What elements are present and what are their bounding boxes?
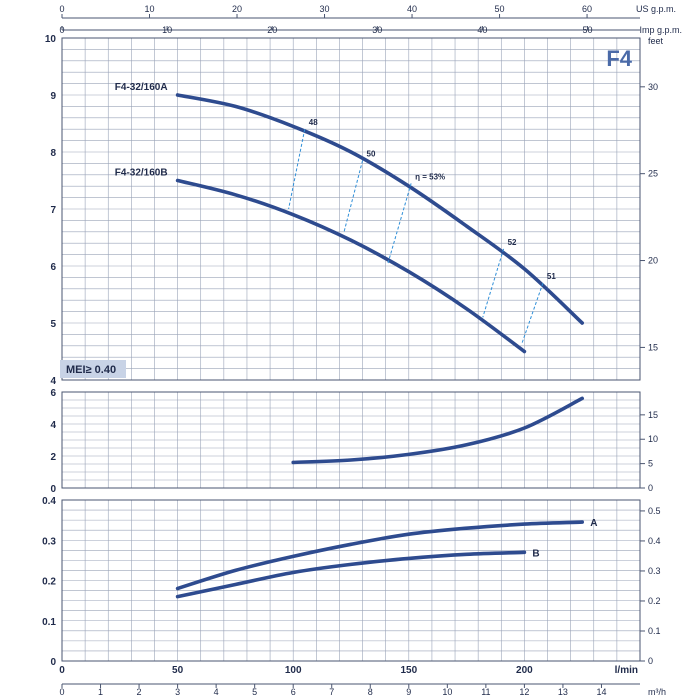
- efficiency-line: [387, 183, 412, 264]
- curves-layer: [175, 93, 584, 599]
- x-tick-label-lpm: 0: [59, 665, 65, 676]
- x-tick-label-m3h: 5: [252, 687, 257, 697]
- right-tick-label: 15: [648, 410, 658, 420]
- right-tick-label: 0.4: [648, 536, 661, 546]
- right-tick-label: 15: [648, 342, 658, 352]
- efficiency-line: [288, 129, 306, 210]
- y-tick-label: 7: [50, 205, 56, 216]
- series-label: F4-32/160A: [115, 82, 168, 93]
- series-label: A: [590, 518, 597, 529]
- efficiency-label: η = 53%: [415, 172, 445, 181]
- right-tick-label: 25: [648, 169, 658, 179]
- mei-badge: [60, 360, 126, 378]
- x-tick-label-impgpm: 30: [372, 25, 382, 35]
- x-tick-label-m3h: 9: [406, 687, 411, 697]
- model-tag: F4: [606, 46, 632, 71]
- x-tick-label-usgpm: 50: [495, 4, 505, 14]
- panel-frame: [61, 499, 641, 662]
- power-curve-1: [175, 520, 584, 591]
- power-curve-2: [175, 550, 527, 599]
- x-tick-label-impgpm: 40: [477, 25, 487, 35]
- right-tick-label: 0.2: [648, 596, 661, 606]
- y-tick-label: 0.2: [42, 577, 56, 588]
- panel-frame: [61, 37, 641, 381]
- x-tick-label-usgpm: 30: [320, 4, 330, 14]
- x-tick-label-m3h: 10: [442, 687, 452, 697]
- grid-layer: [61, 37, 641, 662]
- x-tick-label-usgpm: 10: [145, 4, 155, 14]
- npsh-curve-1: [291, 396, 584, 465]
- head-curve-2: [175, 178, 527, 354]
- y-tick-label: 10: [45, 34, 57, 45]
- right-tick-label: 0: [648, 656, 653, 666]
- y-tick-label: 4: [50, 420, 56, 431]
- y-tick-label: 0.3: [42, 536, 56, 547]
- x-tick-label-m3h: 6: [291, 687, 296, 697]
- y-tick-label: 0.4: [42, 496, 56, 507]
- efficiency-label: 48: [309, 118, 318, 127]
- x-tick-label-usgpm: 20: [232, 4, 242, 14]
- x-tick-label-m3h: 7: [329, 687, 334, 697]
- panel-frame: [61, 391, 641, 489]
- axes-layer: 4567891015202530feet024605101500.10.20.3…: [42, 4, 682, 697]
- efficiency-label: 51: [547, 272, 556, 281]
- x-tick-label-lpm: 50: [172, 665, 184, 676]
- right-tick-label: 5: [648, 459, 653, 469]
- x-tick-label-usgpm: 40: [407, 4, 417, 14]
- x-tick-label-usgpm: 60: [582, 4, 592, 14]
- right-tick-label: 0.3: [648, 566, 661, 576]
- efficiency-line: [343, 160, 364, 232]
- mei-label: MEI≥ 0.40: [66, 364, 116, 376]
- efficiency-line: [521, 282, 544, 344]
- series-label: B: [532, 548, 539, 559]
- x-tick-label-lpm: 200: [516, 665, 533, 676]
- x-tick-label-m3h: 2: [137, 687, 142, 697]
- efficiency-line: [482, 248, 505, 318]
- right-tick-label: 0.1: [648, 626, 661, 636]
- y-tick-label: 2: [50, 452, 56, 463]
- x-tick-label-usgpm: 0: [59, 4, 64, 14]
- right-axis-unit: feet: [648, 36, 664, 46]
- x-unit-lpm: l/min: [615, 665, 638, 676]
- efficiency-label: 50: [367, 150, 376, 159]
- y-tick-label: 0: [50, 657, 56, 668]
- y-tick-label: 4: [50, 376, 56, 387]
- x-unit-m3h: m³/h: [648, 687, 666, 697]
- x-tick-label-lpm: 100: [285, 665, 302, 676]
- efficiency-label: 52: [508, 238, 517, 247]
- right-tick-label: 0: [648, 483, 653, 493]
- x-unit-impgpm: Imp g.p.m.: [639, 25, 682, 35]
- x-tick-label-impgpm: 20: [267, 25, 277, 35]
- right-tick-label: 20: [648, 256, 658, 266]
- right-tick-label: 10: [648, 434, 658, 444]
- y-tick-label: 6: [50, 388, 56, 399]
- x-tick-label-m3h: 3: [175, 687, 180, 697]
- right-tick-label: 0.5: [648, 506, 661, 516]
- x-tick-label-m3h: 4: [214, 687, 219, 697]
- x-unit-usgpm: US g.p.m.: [636, 4, 676, 14]
- y-tick-label: 9: [50, 91, 56, 102]
- x-tick-label-impgpm: 10: [162, 25, 172, 35]
- x-tick-label-m3h: 12: [519, 687, 529, 697]
- y-tick-label: 8: [50, 148, 56, 159]
- y-tick-label: 0: [50, 484, 56, 495]
- x-tick-label-m3h: 14: [596, 687, 606, 697]
- x-tick-label-impgpm: 0: [59, 25, 64, 35]
- x-tick-label-m3h: 13: [558, 687, 568, 697]
- x-tick-label-m3h: 0: [59, 687, 64, 697]
- x-tick-label-lpm: 150: [400, 665, 417, 676]
- y-tick-label: 5: [50, 319, 56, 330]
- labels-layer: F4-32/160A F4-32/160B 48 50 η = 53% 52 51 A B: [115, 82, 598, 559]
- x-tick-label-m3h: 11: [481, 687, 490, 697]
- y-tick-label: 6: [50, 262, 56, 273]
- series-label: F4-32/160B: [115, 168, 168, 179]
- y-tick-label: 0.1: [42, 617, 56, 628]
- x-tick-label-m3h: 1: [98, 687, 103, 697]
- x-tick-label-impgpm: 50: [583, 25, 593, 35]
- x-tick-label-m3h: 8: [368, 687, 373, 697]
- head-curve-1: [175, 93, 584, 325]
- right-tick-label: 30: [648, 82, 658, 92]
